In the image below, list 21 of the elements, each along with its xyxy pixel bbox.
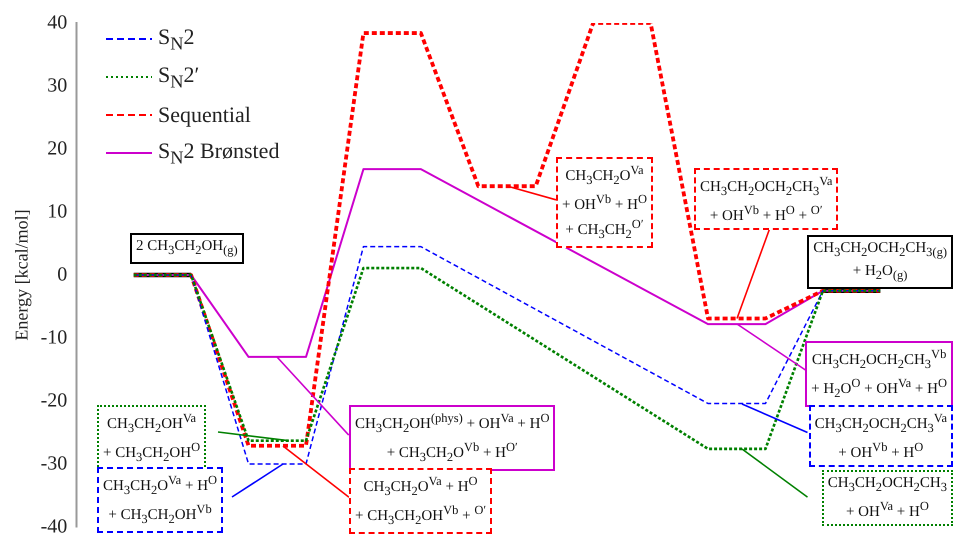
y-tick-label: -30 [40,452,68,474]
legend-label: S$_{N}$2 [158,24,194,54]
y-tick-label: -40 [40,515,68,538]
annotation: 2 CH$_{3}$CH$_{2}$OH$_{(g)}$ [130,233,244,264]
legend-label: Sequential [158,102,251,128]
y-tick-label: 40 [47,11,68,34]
legend-label: S$_{N}$2′ [158,62,200,92]
y-tick-label: 10 [47,200,68,222]
y-tick-label: 0 [57,263,68,286]
text: CH$_{3}$CH$_{2}$OH$^{Va}$ + CH$_{3}$CH$_{2}$OH$^{O}$ [103,411,200,464]
text: CH$_{3}$CH$_{2}$O$^{Va}$ + H$^{O}$ + CH$_{3}$CH$_{2}$OH$^{Vb}$ [103,473,218,526]
y-tick-label: 30 [47,74,68,96]
text: CH$_{3}$CH$_{2}$OH$^{(phys)}$ + OH$^{Va}$ + H$^{O}$ + CH$_{3}$CH$_{2}$O$^{Vb}$ + H$^{O′}$ [355,411,550,464]
text: CH$_{3}$CH$_{2}$OCH$_{2}$CH$_{3}$ + OH$^{Va}$ + H$^{O}$ [828,475,947,520]
y-tick-label: -20 [40,389,68,412]
y-axis-title: Energy [kcal/mol] [12,209,32,341]
y-tick-label: 20 [47,137,68,160]
legend-label: S$_{N}$2 Brønsted [158,138,280,168]
y-tick-label: -10 [40,326,68,348]
text: CH$_{3}$CH$_{2}$OCH$_{2}$CH$_{3(g)}$ + H$_{2}$O$_{(g)}$ [813,240,947,282]
text: CH$_{3}$CH$_{2}$O$^{Va}$ + H$^{O}$ + CH$_{3}$CH$_{2}$OH$^{Vb}$ + $^{O′}$ [355,474,486,527]
